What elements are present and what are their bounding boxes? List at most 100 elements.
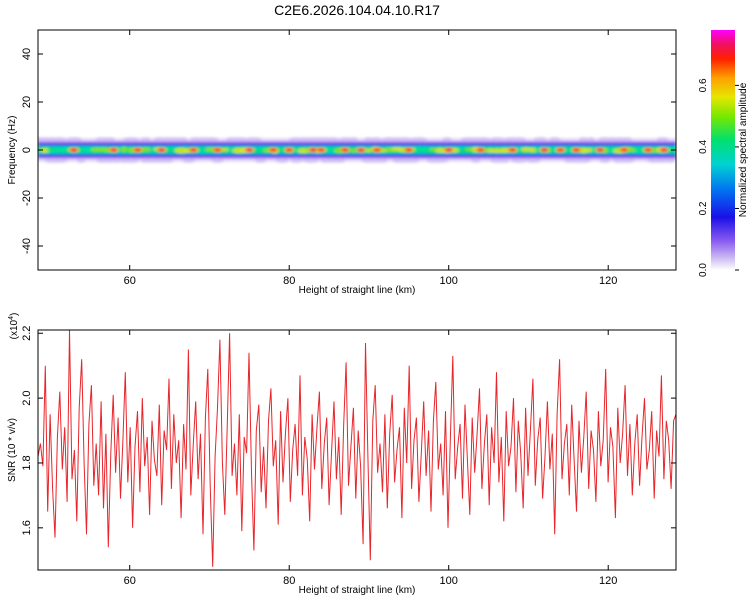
band-hotspot — [357, 148, 364, 152]
snr-x-tick-label: 100 — [440, 575, 458, 587]
band-fringe-blob — [140, 137, 151, 142]
band-fringe-blob — [475, 137, 491, 142]
spectrogram-band — [38, 137, 676, 163]
colorbar-label: Normalized spectral amplitude — [738, 82, 749, 217]
snr-x-axis-label: Height of straight line (km) — [299, 585, 416, 596]
band-hotspot — [541, 148, 548, 152]
band-fringe-blob — [175, 137, 188, 142]
snr-axes: 60 80 100 120 1.6 1.8 2.0 2.2 — [21, 326, 676, 587]
colorbar-gradient — [711, 30, 735, 270]
band-fringe-blob — [621, 137, 633, 142]
band-fringe-blob — [656, 137, 669, 142]
band-texture-blob — [364, 148, 372, 153]
band-fringe-blob — [76, 158, 86, 163]
band-fringe-blob — [658, 158, 667, 163]
band-hotspot — [158, 148, 165, 152]
spectrogram-x-tick-label: 80 — [283, 275, 295, 287]
band-fringe-blob — [122, 158, 140, 163]
snr-x-tick-label: 60 — [124, 575, 136, 587]
band-fringe-blob — [325, 137, 340, 142]
band-hotspot — [342, 148, 349, 152]
band-hotspot — [70, 148, 77, 152]
band-hotspot — [134, 148, 141, 152]
band-hotspot — [445, 148, 452, 152]
band-fringe-blob — [470, 158, 481, 163]
band-fringe-blob — [104, 137, 116, 142]
snr-y-tick-label: 2.2 — [21, 326, 33, 341]
snr-frame — [37, 329, 677, 571]
band-fringe-blob — [112, 158, 122, 163]
snr-y-axis-label: SNR (10 * v/v) — [7, 418, 18, 482]
band-fringe-blob — [511, 137, 527, 142]
band-hotspot — [318, 148, 325, 152]
band-texture-blob — [127, 147, 135, 154]
band-fringe-blob — [333, 158, 346, 163]
band-hotspot — [373, 148, 380, 152]
snr-y-tick-label: 1.8 — [21, 455, 33, 470]
spectrogram-panel: 60 80 100 120 -40 -20 0 20 40 Height of straight… — [7, 29, 677, 296]
band-fringe-blob — [431, 158, 449, 163]
band-fringe-blob — [230, 137, 248, 142]
band-texture-blob — [420, 146, 431, 152]
band-fringe-blob — [290, 158, 303, 163]
band-texture-blob — [139, 147, 152, 152]
band-fringe-blob — [586, 137, 595, 142]
band-hotspot — [661, 148, 668, 152]
band-fringe-blob — [525, 158, 542, 163]
band-fringe-blob — [349, 137, 358, 142]
band-texture-blob — [520, 147, 532, 152]
colorbar-tick-label: 0.0 — [698, 263, 709, 277]
band-texture-blob — [328, 147, 336, 154]
spectrogram-x-tick-label: 60 — [124, 275, 136, 287]
snr-panel: 60 80 100 120 1.6 1.8 2.0 2.2 Height of straigh… — [7, 313, 677, 596]
spectrogram-y-tick-label: 20 — [21, 96, 33, 108]
band-hotspot — [645, 148, 652, 152]
band-fringe-blob — [104, 158, 116, 163]
band-fringe-blob — [122, 137, 140, 142]
band-fringe-blob — [533, 137, 548, 142]
band-fringe-blob — [244, 137, 263, 142]
band-hotspot — [310, 148, 317, 152]
band-hotspot — [557, 148, 564, 152]
spectrogram-band-layers — [38, 137, 676, 163]
spectrogram-y-axis-label: Frequency (Hz) — [7, 116, 18, 185]
band-hotspot — [214, 148, 221, 152]
band-texture-blob — [120, 146, 128, 153]
spectrogram-y-tick-label: -20 — [21, 190, 33, 206]
band-fringe-blob — [160, 158, 174, 163]
colorbar-tick-label: 0.6 — [698, 78, 709, 92]
band-hotspot — [286, 148, 293, 152]
spectrogram-x-axis-label: Height of straight line (km) — [299, 285, 416, 296]
band-fringe-blob — [548, 137, 561, 142]
band-texture-blob — [458, 147, 465, 152]
band-fringe-blob — [302, 158, 320, 163]
band-fringe-blob — [254, 158, 267, 163]
band-fringe-blob — [65, 137, 83, 142]
spectrogram-x-tick-label: 120 — [599, 275, 617, 287]
band-hotspot — [573, 148, 580, 152]
band-fringe-blob — [575, 158, 592, 163]
band-fringe-blob — [489, 137, 506, 142]
spectrogram-axes: 60 80 100 120 -40 -20 0 20 40 — [21, 30, 676, 287]
band-fringe-blob — [210, 158, 224, 163]
band-texture-blob — [174, 147, 189, 154]
snr-x-tick-label: 80 — [283, 575, 295, 587]
snr-y-multiplier: (x104) — [8, 313, 20, 340]
colorbar-tick-label: 0.4 — [698, 140, 709, 154]
band-hotspot — [405, 148, 412, 152]
colorbar-tick-label: 0.2 — [698, 201, 709, 215]
snr-x-tick-label: 120 — [599, 575, 617, 587]
band-fringe-blob — [50, 158, 69, 163]
chart-title: C2E6.2026.104.04.10.R17 — [274, 2, 440, 18]
band-fringe-blob — [409, 137, 428, 142]
colorbar: 0.0 0.2 0.4 0.6 Normalized spectral amplitu… — [698, 30, 749, 277]
band-texture-blob — [465, 147, 472, 151]
colorbar-ticks: 0.0 0.2 0.4 0.6 — [698, 78, 739, 277]
band-texture-blob — [491, 148, 504, 153]
band-fringe-blob — [52, 137, 67, 142]
band-fringe-blob — [402, 158, 421, 163]
band-texture-blob — [564, 148, 574, 153]
band-hotspot — [621, 148, 628, 152]
snr-series-line — [38, 330, 676, 567]
